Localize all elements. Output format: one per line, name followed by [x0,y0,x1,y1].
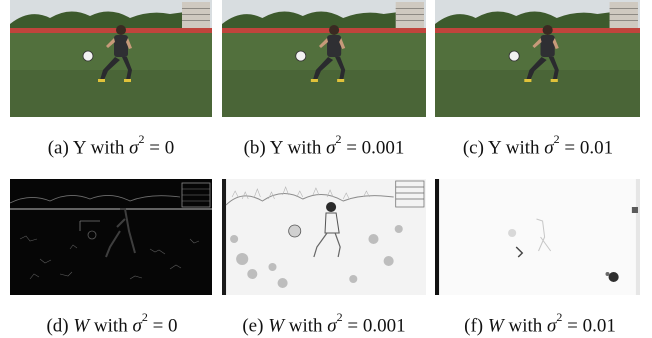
caption-tag: (a) [47,137,69,159]
caption-e: (e) W with σ2 = 0.001 [216,308,432,338]
sigma-symbol: σ [129,137,139,159]
caption-text: Y with [72,137,130,159]
caption-b: (b) Y with σ2 = 0.001 [216,130,432,160]
exponent: 2 [138,132,145,146]
exponent: 2 [141,310,148,324]
w-variable: W [73,315,90,337]
weight-map-sigma-0.01 [435,179,640,295]
caption-value: = 0.01 [559,137,614,159]
sigma-symbol: σ [326,137,336,159]
caption-c: (c) Y with σ2 = 0.01 [432,130,644,160]
sigma-symbol: σ [327,315,337,337]
caption-text: with [503,315,547,337]
caption-a: (a) Y with σ2 = 0 [10,130,212,160]
caption-value: = 0 [144,137,175,159]
caption-f: (f) W with σ2 = 0.01 [432,308,648,338]
caption-tag: (d) [46,315,69,337]
caption-text: with [284,315,328,337]
photo-y-sigma-0.001 [222,0,426,117]
caption-text: with [89,315,133,337]
caption-tag: (e) [242,315,264,337]
exponent: 2 [335,132,342,146]
sigma-symbol: σ [132,315,142,337]
sigma-symbol: σ [544,137,554,159]
weight-map-sigma-0 [10,179,212,295]
weight-map-sigma-0.001 [222,179,426,295]
sigma-symbol: σ [547,315,557,337]
exponent: 2 [556,310,563,324]
caption-value: = 0.001 [341,137,405,159]
caption-value: = 0.001 [342,315,406,337]
caption-text: Y with [269,137,327,159]
w-variable: W [487,315,504,337]
photo-y-sigma-0 [10,0,212,117]
caption-tag: (c) [462,137,484,159]
photo-y-sigma-0.01 [435,0,640,117]
w-variable: W [268,315,285,337]
exponent: 2 [553,132,560,146]
caption-tag: (f) [464,315,484,337]
caption-tag: (b) [243,137,266,159]
caption-value: = 0 [147,315,178,337]
exponent: 2 [336,310,343,324]
caption-text: Y with [488,137,545,159]
caption-d: (d) W with σ2 = 0 [6,308,218,338]
caption-value: = 0.01 [562,315,616,337]
